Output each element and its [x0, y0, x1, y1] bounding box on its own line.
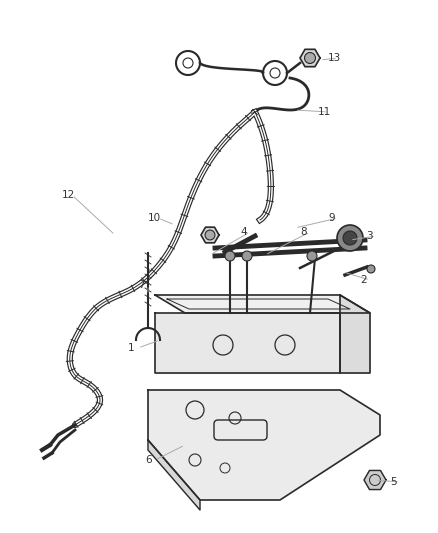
Circle shape [225, 251, 235, 261]
Text: 3: 3 [366, 231, 373, 241]
Text: 2: 2 [360, 275, 367, 285]
Polygon shape [155, 313, 340, 373]
Polygon shape [364, 471, 386, 489]
Circle shape [242, 251, 252, 261]
Circle shape [205, 230, 215, 240]
Text: 4: 4 [240, 227, 247, 237]
Circle shape [307, 251, 317, 261]
Text: 6: 6 [145, 455, 152, 465]
Text: 9: 9 [328, 213, 335, 223]
Circle shape [367, 265, 375, 273]
Text: 8: 8 [300, 227, 307, 237]
Text: 10: 10 [148, 213, 161, 223]
Text: 5: 5 [390, 477, 397, 487]
Text: 13: 13 [328, 53, 341, 63]
Text: 7: 7 [138, 280, 145, 290]
Text: 1: 1 [128, 343, 134, 353]
Circle shape [304, 52, 315, 63]
Circle shape [343, 231, 357, 245]
Polygon shape [340, 295, 370, 373]
Polygon shape [155, 295, 370, 313]
Text: 12: 12 [62, 190, 75, 200]
Text: 11: 11 [318, 107, 331, 117]
Circle shape [337, 225, 363, 251]
Polygon shape [148, 390, 380, 500]
Polygon shape [148, 440, 200, 510]
Polygon shape [300, 50, 320, 67]
Polygon shape [201, 227, 219, 243]
